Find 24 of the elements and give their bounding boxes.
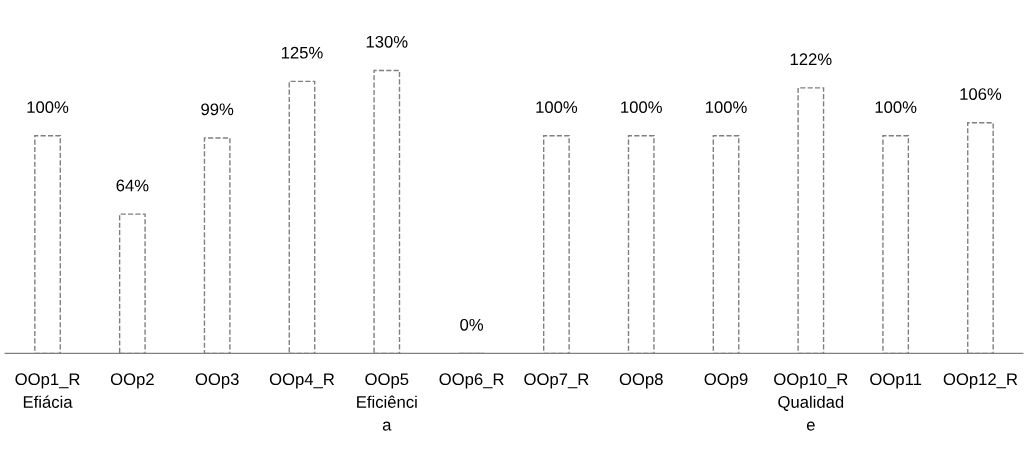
data-label: 100% xyxy=(27,101,69,114)
data-label: 106% xyxy=(960,88,1002,100)
data-label: 100% xyxy=(536,101,578,114)
data-label: 100% xyxy=(705,101,747,114)
x-tick-label: OOp4_R xyxy=(269,373,335,389)
x-tick-label: OOp9 xyxy=(704,373,748,389)
data-label: 0% xyxy=(460,318,484,331)
x-tick-label: OOp2 xyxy=(110,373,154,389)
x-tick-label: OOp11 xyxy=(870,373,922,389)
data-label: 130% xyxy=(366,35,408,48)
data-label: 100% xyxy=(875,101,917,114)
data-label: 100% xyxy=(621,101,662,114)
x-tick-label: OOp12_R xyxy=(943,373,1018,389)
x-tick-label: OOp3 xyxy=(195,373,239,389)
data-label: 122% xyxy=(790,53,832,66)
x-tick-label: OOp1_R Efiácia xyxy=(15,373,80,408)
data-label: 125% xyxy=(281,46,323,59)
x-tick-label: OOp10_R Qualidad e xyxy=(774,373,848,431)
x-tick-label: OOp5 Eficiênci a xyxy=(357,373,417,431)
x-tick-label: OOp7_R xyxy=(524,373,589,389)
data-label: 64% xyxy=(116,179,149,192)
x-tick-label: OOp8 xyxy=(619,373,663,389)
x-tick-label: OOp6_R xyxy=(439,373,504,389)
data-label: 99% xyxy=(201,103,234,116)
